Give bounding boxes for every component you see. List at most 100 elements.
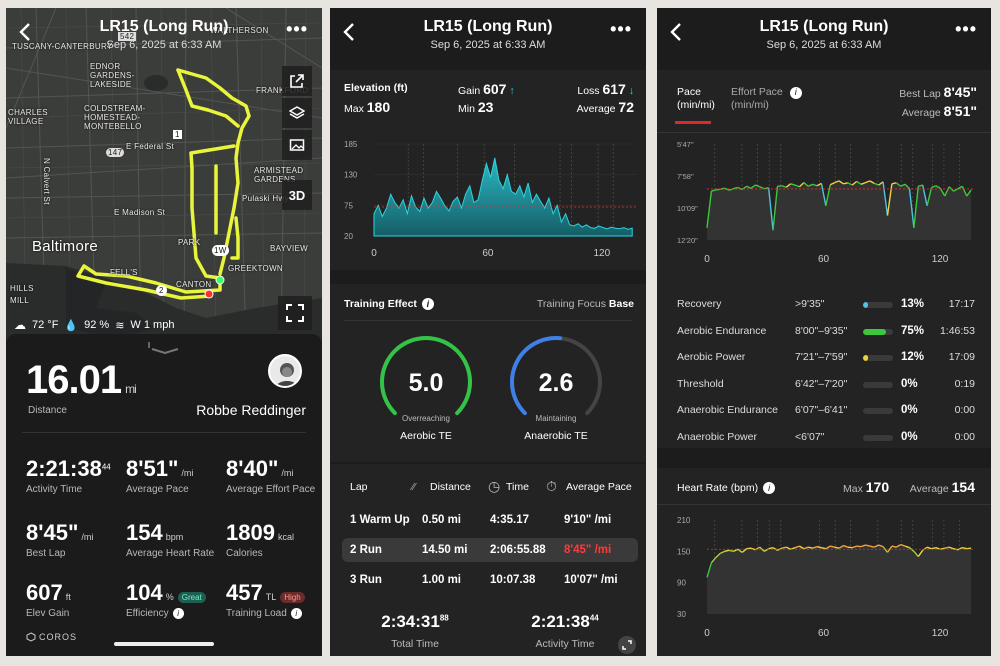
map-label: FELL'S <box>110 268 138 277</box>
hr-segment <box>808 546 813 549</box>
hr-segment <box>900 543 906 547</box>
map-label: MILL <box>10 296 29 305</box>
more-icon[interactable]: ••• <box>610 19 632 39</box>
3d-toggle-button[interactable]: 3D <box>282 180 312 210</box>
hr-segment <box>825 545 831 550</box>
wind-icon: ≋ <box>115 319 125 332</box>
hr-segment <box>838 544 844 549</box>
elevation-area <box>373 157 633 237</box>
hr-segment <box>873 544 879 548</box>
tab-pace[interactable]: Pace (min/mi) <box>677 86 715 111</box>
y-tick: 130 <box>344 171 358 180</box>
elev-average: Average 72 <box>576 99 634 115</box>
summary-sheet[interactable]: 16.01 mi Distance Robbe Reddinger 2:21:38… <box>6 334 322 656</box>
y-tick: 90 <box>677 579 686 588</box>
pace-card: Pace (min/mi) Effort Pace i (min/mi) Best… <box>657 70 991 448</box>
hr-segment <box>830 545 835 548</box>
info-icon[interactable]: i <box>172 608 184 619</box>
stat-value: 8'51"/mi <box>126 456 194 481</box>
hr-segment <box>715 552 721 559</box>
zone-bar-fill <box>863 355 868 361</box>
lap-lap: 2 Run <box>350 544 382 556</box>
info-icon[interactable]: i <box>763 482 776 494</box>
more-icon[interactable]: ••• <box>286 19 308 39</box>
info-icon[interactable]: i <box>290 608 302 619</box>
info-icon[interactable]: i <box>789 86 802 99</box>
zone-name: Anaerobic Power <box>677 430 757 443</box>
hr-segment <box>926 546 932 550</box>
lap-row[interactable]: 2 Run 14.50 mi 2:06:55.88 8'45" /mi <box>342 538 638 562</box>
hr-segment <box>931 546 937 550</box>
map-label: PARK <box>178 238 201 247</box>
back-icon[interactable] <box>18 22 32 42</box>
pace-segment <box>900 183 906 187</box>
elevation-chart[interactable]: 185 130 75 20 0 60 120 <box>330 132 646 270</box>
activity-date: Sep 6, 2025 at 6:33 AM <box>106 39 222 51</box>
lap-row[interactable]: 3 Run 1.00 mi 10:07.38 10'07" /mi <box>342 568 638 592</box>
pace-segment <box>737 186 743 191</box>
pace-segment <box>750 184 756 189</box>
pace-segment <box>869 180 875 184</box>
info-icon[interactable]: i <box>421 298 434 310</box>
collapse-icon[interactable] <box>618 636 636 654</box>
lap-distance: 14.50 mi <box>422 544 468 556</box>
hr-segment <box>741 548 748 553</box>
page-title: LR15 (Long Run) <box>99 18 229 35</box>
sheet-handle[interactable] <box>148 342 179 355</box>
map-label: E Federal St <box>126 142 175 151</box>
elev-min: Min 23 <box>458 99 494 115</box>
hr-segment <box>794 545 800 549</box>
photo-icon[interactable] <box>282 130 312 160</box>
pace-segment <box>939 187 946 197</box>
back-icon[interactable] <box>342 22 356 42</box>
anaerobic-gauge-value: 2.6 <box>539 369 574 397</box>
training-effect-card: Training Effect i Training Focus Base 5.… <box>330 284 646 462</box>
pace-chart[interactable]: 5'47" 7'58" 10'09" 12'20" 0 60 120 <box>657 136 991 276</box>
expand-icon[interactable] <box>278 296 312 330</box>
map-label-city: Baltimore <box>32 238 99 255</box>
route-shield: 1 <box>173 130 182 139</box>
hr-segment <box>966 547 972 550</box>
total-time-label: Total Time <box>391 638 439 650</box>
lap-pace: 9'10" /mi <box>564 514 612 526</box>
pace-segment <box>944 186 950 197</box>
anaerobic-status: Maintaining <box>535 414 577 423</box>
avatar[interactable] <box>268 354 302 388</box>
page-title: LR15 (Long Run) <box>423 18 553 35</box>
share-icon[interactable] <box>282 66 312 96</box>
more-icon[interactable]: ••• <box>955 19 977 39</box>
zone-bar <box>863 434 893 441</box>
elev-max: Max 180 <box>344 99 391 115</box>
route-map[interactable]: TUSCANY-CANTERBURY WALTHERSON EDNOR GARD… <box>6 8 322 344</box>
pace-segment <box>798 182 805 188</box>
map-label: N Calvert St <box>42 158 51 205</box>
total-time: 2:34:3188 <box>381 612 449 631</box>
activity-summary-panel: TUSCANY-CANTERBURY WALTHERSON EDNOR GARD… <box>6 8 322 656</box>
pace-segment <box>820 183 827 206</box>
pace-segment <box>825 184 831 206</box>
activity-date: Sep 6, 2025 at 6:33 AM <box>430 39 546 51</box>
zone-time: 1:46:53 <box>939 324 975 337</box>
training-effect-gauges: 5.0 2.6 <box>380 336 602 416</box>
map-label: GREEKTOWN <box>228 264 284 273</box>
heart-rate-chart[interactable]: 210 150 90 30 0 60 120 <box>657 508 991 656</box>
map-label: E Madison St <box>114 208 166 217</box>
zone-bar <box>863 328 893 335</box>
lap-row[interactable]: 1 Warm Up 0.50 mi 4:35.17 9'10" /mi <box>342 508 638 532</box>
back-icon[interactable] <box>669 22 683 42</box>
pace-segment <box>741 185 748 191</box>
stat-label: Calories <box>226 548 263 559</box>
humidity: 92 % <box>84 319 110 331</box>
mile-marker: 1W <box>212 245 229 256</box>
layers-icon[interactable] <box>282 98 312 128</box>
coros-logo: COROS <box>26 632 77 642</box>
y-tick: 150 <box>677 547 691 556</box>
tab-effort-pace[interactable]: Effort Pace i (min/mi) <box>731 86 802 112</box>
hr-segment <box>957 547 963 551</box>
pace-segment <box>816 182 822 187</box>
pace-segment <box>882 181 889 216</box>
hr-segment <box>852 545 857 549</box>
aerobic-gauge-value: 5.0 <box>409 369 444 397</box>
pace-segment <box>913 186 919 228</box>
map-label: HILLS <box>10 284 34 293</box>
